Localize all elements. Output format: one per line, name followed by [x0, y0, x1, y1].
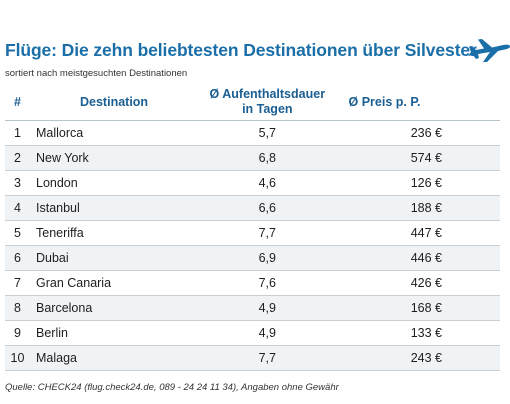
price-cell: 446 € [327, 245, 500, 271]
rank-cell: 6 [5, 245, 30, 271]
stay-cell: 5,7 [207, 120, 328, 146]
table-row: 2 New York 6,8 574 € [5, 145, 500, 171]
rank-cell: 9 [5, 320, 30, 346]
source-note: Quelle: CHECK24 (flug.check24.de, 089 - … [5, 382, 339, 393]
destination-cell: Mallorca [30, 120, 208, 146]
table-row: 10 Malaga 7,7 243 € [5, 345, 500, 371]
table-row: 6 Dubai 6,9 446 € [5, 245, 500, 271]
stay-cell: 4,6 [207, 170, 328, 196]
table-row: 3 London 4,6 126 € [5, 170, 500, 196]
price-cell: 133 € [327, 320, 500, 346]
table-row: 9 Berlin 4,9 133 € [5, 320, 500, 346]
stay-cell: 7,7 [207, 345, 328, 371]
column-header-destination: Destination [30, 84, 208, 121]
page-subtitle: sortiert nach meistgesuchten Destination… [5, 68, 188, 79]
rank-cell: 5 [5, 220, 30, 246]
destination-cell: Malaga [30, 345, 208, 371]
destination-cell: Barcelona [30, 295, 208, 321]
column-header-stay-line1: Ø Aufenthaltsdauer [209, 87, 326, 101]
page-title: Flüge: Die zehn beliebtesten Destination… [5, 40, 477, 60]
column-header-rank: # [5, 84, 30, 121]
destinations-table: # Destination Ø Aufenthaltsdauer in Tage… [5, 84, 500, 371]
table-row: 8 Barcelona 4,9 168 € [5, 295, 500, 321]
column-header-price: Ø Preis p. P. [327, 84, 500, 121]
price-cell: 168 € [327, 295, 500, 321]
rank-cell: 10 [5, 345, 30, 371]
price-cell: 126 € [327, 170, 500, 196]
table-row: 4 Istanbul 6,6 188 € [5, 195, 500, 221]
destination-cell: London [30, 170, 208, 196]
rank-cell: 3 [5, 170, 30, 196]
stay-cell: 4,9 [207, 320, 328, 346]
column-header-stay: Ø Aufenthaltsdauer in Tagen [207, 84, 328, 121]
rank-cell: 4 [5, 195, 30, 221]
destination-cell: Dubai [30, 245, 208, 271]
table-header-row: # Destination Ø Aufenthaltsdauer in Tage… [5, 84, 500, 121]
price-cell: 574 € [327, 145, 500, 171]
destination-cell: Gran Canaria [30, 270, 208, 296]
rank-cell: 1 [5, 120, 30, 146]
rank-cell: 7 [5, 270, 30, 296]
destination-cell: Berlin [30, 320, 208, 346]
stay-cell: 6,6 [207, 195, 328, 221]
price-cell: 236 € [327, 120, 500, 146]
price-cell: 188 € [327, 195, 500, 221]
rank-cell: 2 [5, 145, 30, 171]
stay-cell: 7,7 [207, 220, 328, 246]
table-row: 5 Teneriffa 7,7 447 € [5, 220, 500, 246]
price-cell: 243 € [327, 345, 500, 371]
rank-cell: 8 [5, 295, 30, 321]
price-cell: 447 € [327, 220, 500, 246]
airplane-icon [468, 39, 510, 62]
table-row: 1 Mallorca 5,7 236 € [5, 120, 500, 146]
stay-cell: 6,9 [207, 245, 328, 271]
table-row: 7 Gran Canaria 7,6 426 € [5, 270, 500, 296]
stay-cell: 7,6 [207, 270, 328, 296]
title-row: Flüge: Die zehn beliebtesten Destination… [5, 39, 510, 68]
stay-cell: 4,9 [207, 295, 328, 321]
column-header-stay-line2: in Tagen [242, 102, 293, 116]
destination-cell: New York [30, 145, 208, 171]
stay-cell: 6,8 [207, 145, 328, 171]
price-cell: 426 € [327, 270, 500, 296]
destination-cell: Teneriffa [30, 220, 208, 246]
table-body: 1 Mallorca 5,7 236 €2 New York 6,8 574 €3 Londo… [5, 120, 500, 371]
destination-cell: Istanbul [30, 195, 208, 221]
